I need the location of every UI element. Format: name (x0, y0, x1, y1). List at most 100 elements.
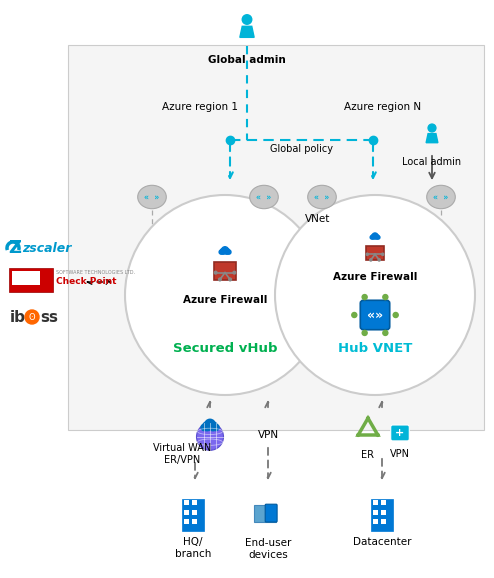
FancyBboxPatch shape (214, 262, 236, 280)
Text: ʘ: ʘ (29, 313, 35, 321)
FancyBboxPatch shape (370, 499, 393, 531)
Text: Global policy: Global policy (270, 144, 332, 154)
FancyBboxPatch shape (373, 500, 378, 505)
Text: «  »: « » (433, 192, 449, 202)
Ellipse shape (427, 186, 455, 209)
Text: Azure region 1: Azure region 1 (162, 102, 238, 112)
Text: Z: Z (8, 239, 21, 257)
Circle shape (219, 250, 223, 254)
Text: VNet: VNet (305, 214, 330, 224)
Circle shape (376, 434, 379, 436)
Text: Azure Firewall: Azure Firewall (183, 295, 267, 305)
FancyBboxPatch shape (193, 510, 198, 514)
Text: Hub VNET: Hub VNET (338, 342, 412, 354)
Circle shape (362, 295, 367, 299)
Polygon shape (240, 27, 254, 38)
Circle shape (374, 234, 379, 239)
FancyBboxPatch shape (373, 510, 378, 514)
Circle shape (383, 331, 388, 335)
Circle shape (220, 249, 226, 254)
Ellipse shape (249, 186, 278, 209)
FancyBboxPatch shape (360, 301, 390, 329)
FancyBboxPatch shape (184, 510, 189, 514)
Text: «  »: « » (314, 192, 329, 202)
Text: +: + (395, 428, 405, 438)
Circle shape (201, 424, 207, 431)
Text: VPN: VPN (390, 449, 410, 459)
Circle shape (378, 259, 380, 261)
Circle shape (428, 124, 436, 132)
Circle shape (242, 15, 252, 24)
Circle shape (221, 247, 228, 254)
Text: Virtual WAN
ER/VPN: Virtual WAN ER/VPN (153, 443, 211, 465)
Circle shape (366, 253, 369, 255)
Circle shape (25, 310, 39, 324)
Text: Azure Firewall: Azure Firewall (333, 272, 417, 282)
Text: Azure region N: Azure region N (344, 102, 421, 112)
Text: ib: ib (10, 310, 26, 325)
FancyBboxPatch shape (220, 250, 230, 253)
Circle shape (352, 313, 357, 317)
FancyBboxPatch shape (254, 505, 276, 522)
Circle shape (381, 253, 384, 255)
Circle shape (203, 422, 211, 431)
Circle shape (229, 278, 232, 281)
FancyBboxPatch shape (184, 500, 189, 505)
Ellipse shape (138, 186, 166, 209)
FancyBboxPatch shape (9, 268, 53, 292)
Ellipse shape (308, 186, 336, 209)
Circle shape (370, 236, 373, 239)
Circle shape (125, 195, 325, 395)
Text: «  »: « » (256, 192, 272, 202)
Text: «  »: « » (144, 192, 160, 202)
Circle shape (218, 278, 221, 281)
Text: SOFTWARE TECHNOLOGIES LTD.: SOFTWARE TECHNOLOGIES LTD. (56, 271, 135, 276)
Circle shape (275, 195, 475, 395)
Circle shape (214, 271, 217, 274)
FancyBboxPatch shape (373, 519, 378, 524)
FancyBboxPatch shape (203, 424, 217, 429)
FancyBboxPatch shape (366, 246, 384, 260)
Circle shape (357, 434, 360, 436)
Text: Datacenter: Datacenter (353, 537, 411, 547)
Circle shape (362, 331, 367, 335)
Text: «»: «» (367, 309, 383, 321)
Circle shape (372, 233, 378, 239)
Circle shape (371, 234, 376, 239)
Text: Secured vHub: Secured vHub (173, 342, 277, 354)
Circle shape (370, 259, 372, 261)
FancyBboxPatch shape (12, 271, 40, 285)
FancyBboxPatch shape (381, 510, 386, 514)
FancyBboxPatch shape (265, 504, 277, 522)
Text: ER: ER (362, 450, 374, 460)
Text: Local admin: Local admin (403, 157, 461, 167)
Circle shape (227, 250, 231, 254)
Circle shape (383, 295, 388, 299)
Text: zscaler: zscaler (22, 242, 71, 254)
Text: End-user
devices: End-user devices (245, 538, 291, 560)
Circle shape (208, 422, 217, 431)
Circle shape (213, 424, 219, 431)
Text: HQ/
branch: HQ/ branch (175, 537, 211, 558)
FancyBboxPatch shape (381, 500, 386, 505)
Text: Check Point: Check Point (56, 276, 117, 286)
FancyBboxPatch shape (371, 236, 379, 238)
Circle shape (224, 249, 230, 254)
Circle shape (205, 419, 215, 430)
FancyBboxPatch shape (193, 519, 198, 524)
Polygon shape (426, 134, 438, 143)
Circle shape (376, 236, 380, 239)
FancyBboxPatch shape (193, 500, 198, 505)
Circle shape (367, 417, 370, 420)
FancyBboxPatch shape (182, 499, 205, 531)
FancyBboxPatch shape (391, 425, 410, 441)
FancyBboxPatch shape (381, 519, 386, 524)
Text: ss: ss (40, 310, 58, 325)
FancyBboxPatch shape (184, 519, 189, 524)
Circle shape (233, 271, 236, 274)
Text: VPN: VPN (257, 430, 279, 440)
Text: Global admin: Global admin (208, 55, 286, 65)
Circle shape (393, 313, 398, 317)
FancyBboxPatch shape (68, 45, 484, 430)
Circle shape (197, 423, 223, 450)
